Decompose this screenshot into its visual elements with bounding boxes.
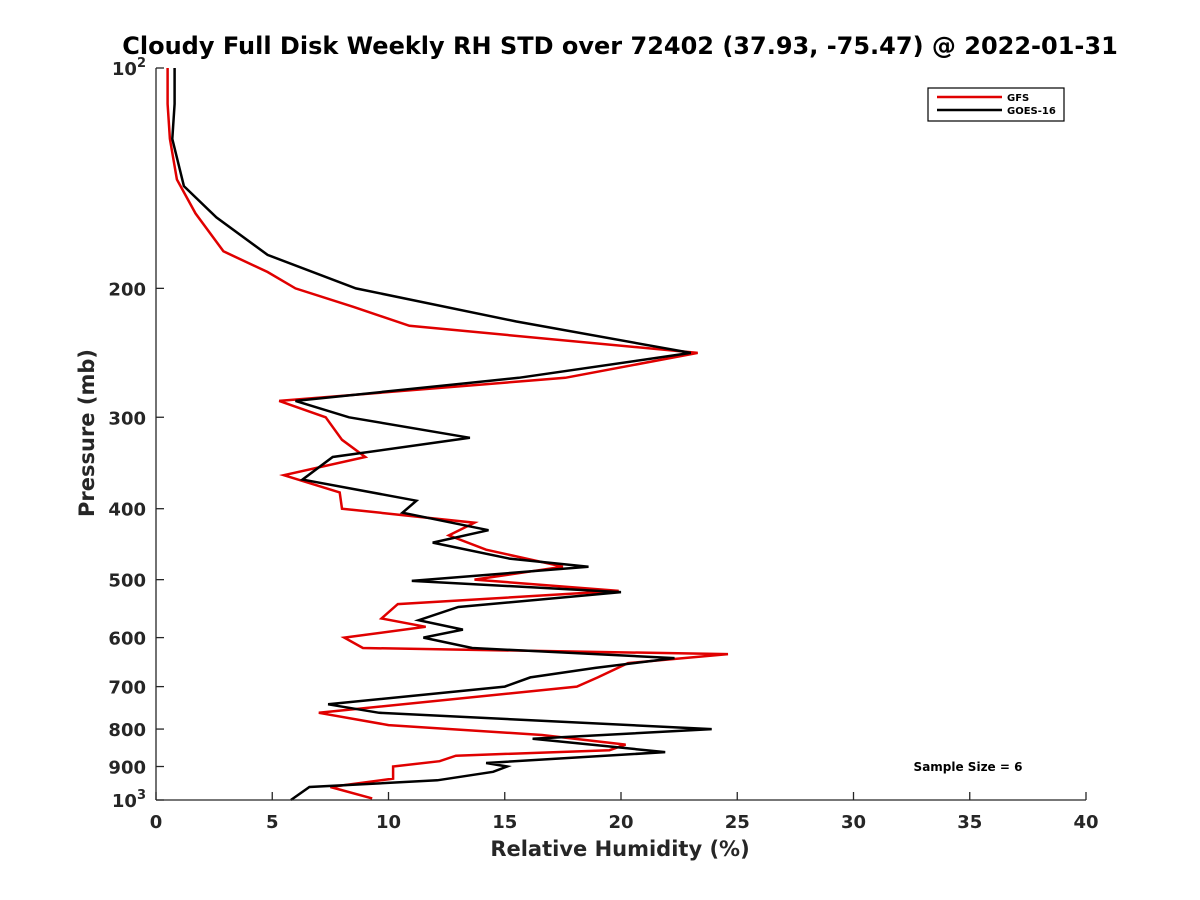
y-tick-label-500: 500 [108,571,146,592]
y-tick-label-600: 600 [108,629,146,650]
legend-label-gfs: GFS [1007,93,1029,104]
y-tick-label-700: 700 [108,678,146,699]
x-tick-label-10: 10 [376,812,401,833]
x-tick-label-30: 30 [841,812,866,833]
y-tick-label-800: 800 [108,720,146,741]
x-tick-label-15: 15 [492,812,517,833]
legend-label-goes-16: GOES-16 [1007,106,1056,117]
x-tick-label-5: 5 [266,812,279,833]
legend: GFS GOES-16 [927,87,1065,122]
y-tick-label-100: 102 [112,56,146,80]
sample-size-annotation: Sample Size = 6 [914,760,1023,774]
x-tick-label-25: 25 [725,812,750,833]
y-tick-label-900: 900 [108,758,146,779]
x-tick-label-20: 20 [608,812,633,833]
y-tick-label-300: 300 [108,408,146,429]
plot-area: 0 5 10 15 20 25 30 35 40 102 200 300 400 500 600 700 800… [108,56,1098,833]
series-line-gfs [166,68,729,800]
series-line-goes-16 [171,68,712,802]
chart-title: Cloudy Full Disk Weekly RH STD over 7240… [122,32,1118,60]
x-tick-label-0: 0 [150,812,163,833]
y-tick-label-400: 400 [108,500,146,521]
y-tick-label-200: 200 [108,279,146,300]
x-tick-label-35: 35 [957,812,982,833]
x-tick-label-40: 40 [1073,812,1098,833]
y-axis-label: Pressure (mb) [75,349,99,517]
x-axis-label: Relative Humidity (%) [490,837,749,861]
legend-box [927,87,1065,122]
y-tick-label-1000: 103 [112,788,146,812]
